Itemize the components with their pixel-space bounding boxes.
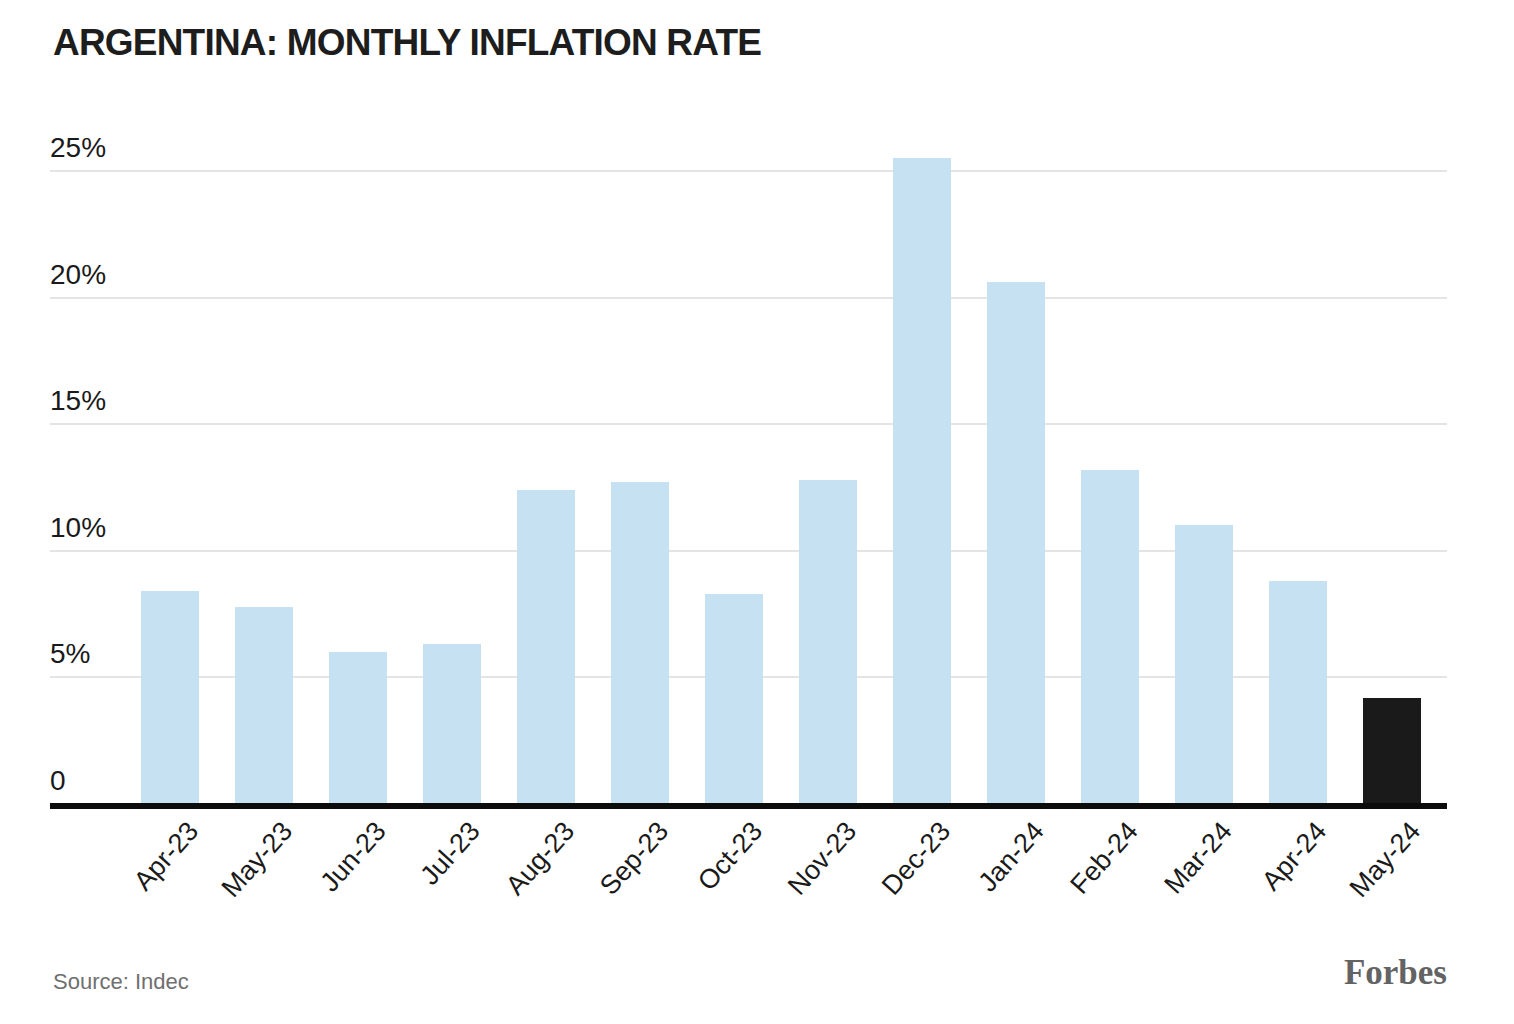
x-tick-label-feb-24: Feb-24	[1065, 816, 1145, 900]
y-tick-label-20: 20%	[50, 258, 106, 292]
bar-nov-23	[799, 480, 857, 804]
x-axis-line	[50, 803, 1447, 809]
bar-feb-24	[1081, 470, 1139, 804]
y-tick-label-10: 10%	[50, 511, 106, 545]
plot-area: 0 5% 10% 15% 20% 25% Apr-23May-23Jun-23 Jul-23…	[50, 0, 1447, 960]
x-tick-label-may-23: May-23	[216, 816, 299, 903]
x-tick-label-oct-23: Oct-23	[692, 816, 769, 896]
y-tick-label-5: 5%	[50, 637, 90, 671]
bar-jan-24	[987, 282, 1045, 804]
y-tick-label-0: 0	[50, 764, 66, 798]
gridline-25	[50, 170, 1447, 172]
bar-jun-23	[329, 652, 387, 804]
x-tick-label-apr-24: Apr-24	[1256, 816, 1333, 896]
bar-jul-23	[423, 644, 481, 804]
bar-mar-24	[1175, 525, 1233, 804]
bar-dec-23	[893, 158, 951, 804]
forbes-logo: Forbes	[1344, 953, 1447, 993]
gridline-20	[50, 297, 1447, 299]
x-tick-label-nov-23: Nov-23	[782, 816, 863, 901]
x-tick-label-jun-23: Jun-23	[315, 816, 393, 897]
bar-aug-23	[517, 490, 575, 804]
x-tick-label-jan-24: Jan-24	[973, 816, 1051, 897]
y-tick-label-15: 15%	[50, 384, 106, 418]
source-label: Source: Indec	[53, 969, 189, 995]
bar-apr-23	[141, 591, 199, 804]
x-tick-label-apr-23: Apr-23	[128, 816, 205, 896]
chart-canvas: ARGENTINA: MONTHLY INFLATION RATE 05%10%…	[0, 0, 1514, 1024]
x-tick-label-aug-23: Aug-23	[500, 816, 581, 901]
bar-may-23	[235, 607, 293, 804]
x-tick-label-dec-23: Dec-23	[876, 816, 957, 901]
bar-oct-23	[705, 594, 763, 804]
bar-sep-23	[611, 482, 669, 804]
x-tick-label-mar-24: Mar-24	[1159, 816, 1239, 900]
bar-apr-24	[1269, 581, 1327, 804]
gridline-10	[50, 550, 1447, 552]
gridline-15	[50, 423, 1447, 425]
x-tick-label-jul-23: Jul-23	[415, 816, 487, 891]
x-tick-label-may-24: May-24	[1344, 816, 1427, 903]
y-tick-label-25: 25%	[50, 131, 106, 165]
x-tick-label-sep-23: Sep-23	[594, 816, 675, 901]
bar-may-24	[1363, 698, 1421, 804]
